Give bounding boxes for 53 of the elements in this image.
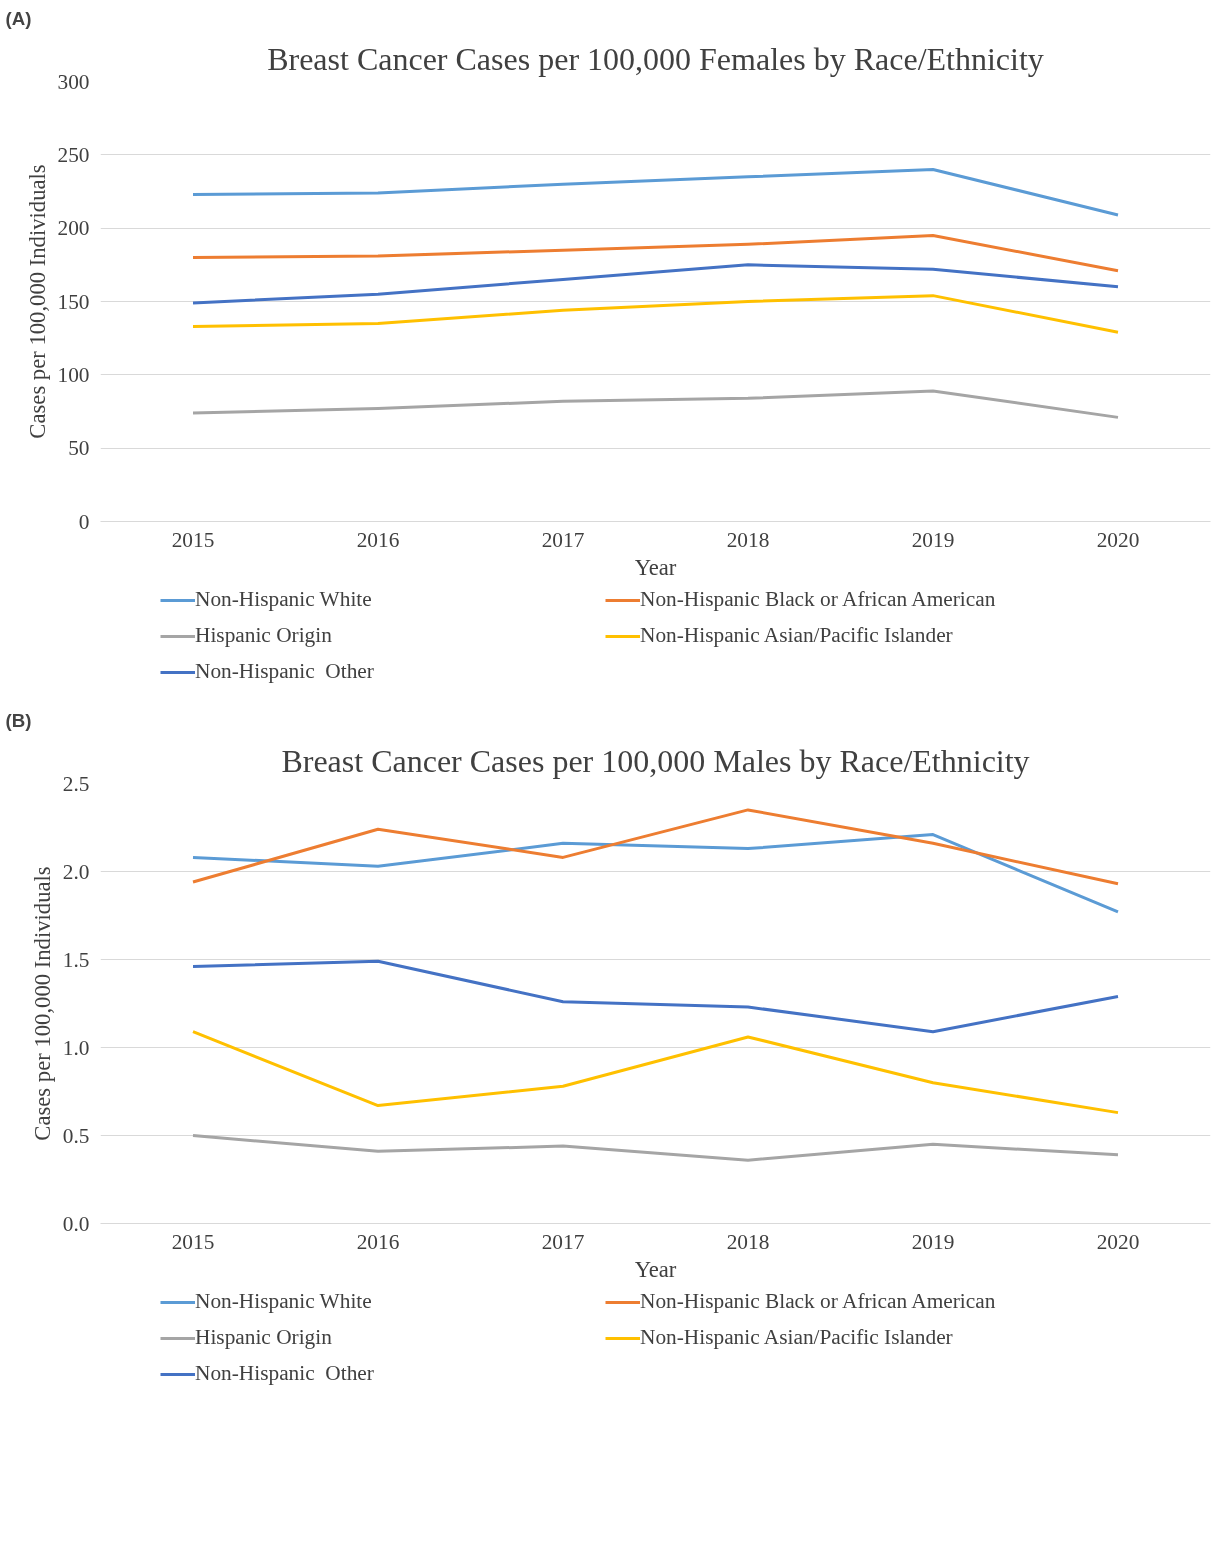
x-tick-label: 2019 xyxy=(911,527,955,552)
x-tick-label: 2015 xyxy=(171,527,215,552)
y-tick-label: 0.5 xyxy=(62,1123,90,1148)
legend-label: Hispanic Origin xyxy=(195,1325,333,1350)
legend-label: Non-Hispanic Black or African American xyxy=(640,1289,997,1314)
y-tick-label: 1.5 xyxy=(62,947,90,972)
x-axis-title: Year xyxy=(634,554,677,580)
x-axis-title: Year xyxy=(634,1256,677,1282)
line-series xyxy=(191,263,1120,305)
y-axis-title: Cases per 100,000 Individuals xyxy=(24,164,50,439)
x-tick-label: 2016 xyxy=(356,527,400,552)
y-tick-label: 150 xyxy=(57,289,90,314)
chart-title: Breast Cancer Cases per 100,000 Females by Race/Ethnicity xyxy=(267,40,1044,77)
y-tick-label: 2.0 xyxy=(62,859,90,884)
line-series xyxy=(191,833,1120,914)
x-tick-label: 2017 xyxy=(541,527,585,552)
line-series xyxy=(191,1030,1120,1115)
legend-label: Non-Hispanic White xyxy=(195,587,373,612)
legend-label: Non-Hispanic Other xyxy=(195,659,375,684)
legend-label: Non-Hispanic White xyxy=(195,1289,373,1314)
x-tick-label: 2018 xyxy=(726,527,770,552)
legend-label: Non-Hispanic Other xyxy=(195,1361,375,1386)
x-tick-label: 2015 xyxy=(171,1229,215,1254)
line-series xyxy=(191,234,1120,273)
legend-label: Hispanic Origin xyxy=(195,623,333,648)
text: (B) xyxy=(5,709,32,731)
x-tick-label: 2020 xyxy=(1096,1229,1140,1254)
y-tick-label: 200 xyxy=(57,216,90,241)
x-tick-label: 2020 xyxy=(1096,527,1140,552)
line-series xyxy=(191,808,1120,886)
x-tick-label: 2019 xyxy=(911,1229,955,1254)
line-series xyxy=(191,959,1120,1034)
x-tick-label: 2018 xyxy=(726,1229,770,1254)
y-tick-label: 0.0 xyxy=(62,1211,90,1236)
text: (A) xyxy=(5,7,32,29)
chart-title: Breast Cancer Cases per 100,000 Males by Race/Ethnicity xyxy=(281,742,1030,779)
line-series xyxy=(191,294,1120,334)
y-tick-label: 300 xyxy=(57,69,90,94)
x-tick-label: 2016 xyxy=(356,1229,400,1254)
y-tick-label: 250 xyxy=(57,142,90,167)
line-series xyxy=(191,168,1120,217)
y-tick-label: 0 xyxy=(78,509,90,534)
y-tick-label: 100 xyxy=(57,362,90,387)
y-tick-label: 2.5 xyxy=(62,771,90,796)
legend-label: Non-Hispanic Asian/Pacific Islander xyxy=(640,623,954,648)
y-axis-title: Cases per 100,000 Individuals xyxy=(29,866,55,1141)
line-series xyxy=(191,1134,1120,1162)
y-tick-label: 50 xyxy=(68,436,90,461)
legend-label: Non-Hispanic Asian/Pacific Islander xyxy=(640,1325,954,1350)
x-tick-label: 2017 xyxy=(541,1229,585,1254)
y-tick-label: 1.0 xyxy=(62,1035,90,1060)
line-series xyxy=(191,389,1120,419)
legend-label: Non-Hispanic Black or African American xyxy=(640,587,997,612)
